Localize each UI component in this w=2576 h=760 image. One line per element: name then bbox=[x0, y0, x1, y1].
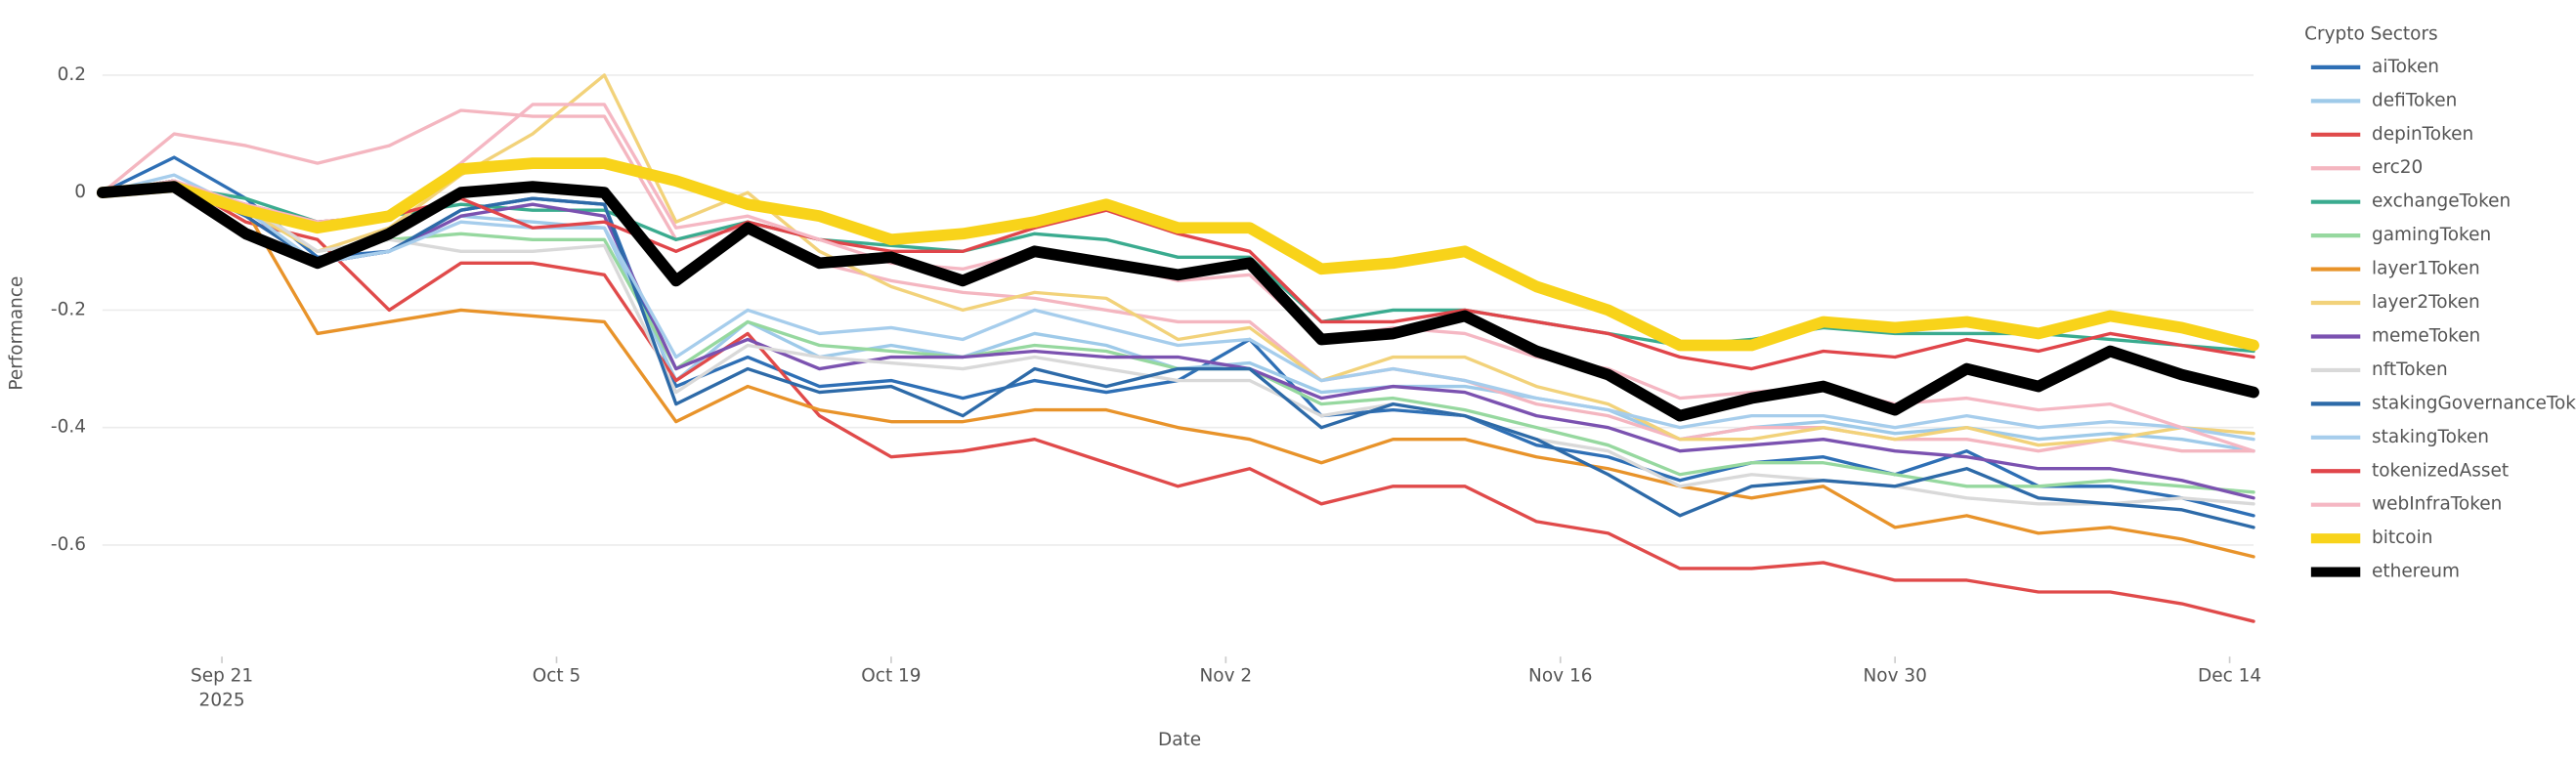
series-line bbox=[101, 179, 2255, 500]
series-line bbox=[96, 157, 2259, 352]
series-line bbox=[101, 173, 2255, 442]
legend-label: tokenizedAsset bbox=[2372, 460, 2509, 481]
legend-title: Crypto Sectors bbox=[2304, 23, 2438, 44]
x-tick-label: Nov 2 bbox=[1199, 665, 1252, 686]
series-line bbox=[101, 185, 2255, 354]
legend-label: webInfraToken bbox=[2372, 494, 2502, 515]
legend-label: exchangeToken bbox=[2372, 191, 2511, 212]
legend-label: layer2Token bbox=[2372, 292, 2480, 313]
legend-label: erc20 bbox=[2372, 157, 2423, 178]
y-tick-label: -0.4 bbox=[51, 417, 86, 438]
legend-label: gamingToken bbox=[2372, 225, 2491, 245]
y-tick-label: -0.6 bbox=[51, 534, 86, 555]
x-tick-label: Sep 21 2025 bbox=[191, 665, 253, 710]
x-tick-label: Nov 30 bbox=[1863, 665, 1926, 686]
legend-label: memeToken bbox=[2372, 325, 2480, 346]
series-line bbox=[101, 179, 2255, 559]
series-line bbox=[96, 181, 2259, 422]
legend-label: stakingToken bbox=[2372, 427, 2489, 447]
legend-label: bitcoin bbox=[2372, 528, 2432, 548]
x-tick-label: Nov 16 bbox=[1528, 665, 1592, 686]
y-tick-label: 0.2 bbox=[58, 64, 86, 85]
y-axis-label: Performance bbox=[6, 276, 26, 391]
x-tick-label: Dec 14 bbox=[2198, 665, 2261, 686]
series-line bbox=[101, 179, 2255, 623]
x-tick-label: Oct 19 bbox=[861, 665, 921, 686]
x-axis-label: Date bbox=[1158, 730, 1201, 750]
series-line bbox=[101, 179, 2255, 529]
legend-label: nftToken bbox=[2372, 359, 2448, 380]
legend-label: depinToken bbox=[2372, 124, 2473, 145]
legend-label: aiToken bbox=[2372, 57, 2439, 77]
legend-label: defiToken bbox=[2372, 90, 2457, 110]
legend-label: ethereum bbox=[2372, 562, 2460, 582]
legend-label: stakingGovernanceToken bbox=[2372, 393, 2576, 413]
y-tick-label: 0 bbox=[74, 182, 86, 202]
y-tick-label: -0.2 bbox=[51, 299, 86, 319]
x-tick-label: Oct 5 bbox=[533, 665, 581, 686]
legend-label: layer1Token bbox=[2372, 259, 2480, 279]
